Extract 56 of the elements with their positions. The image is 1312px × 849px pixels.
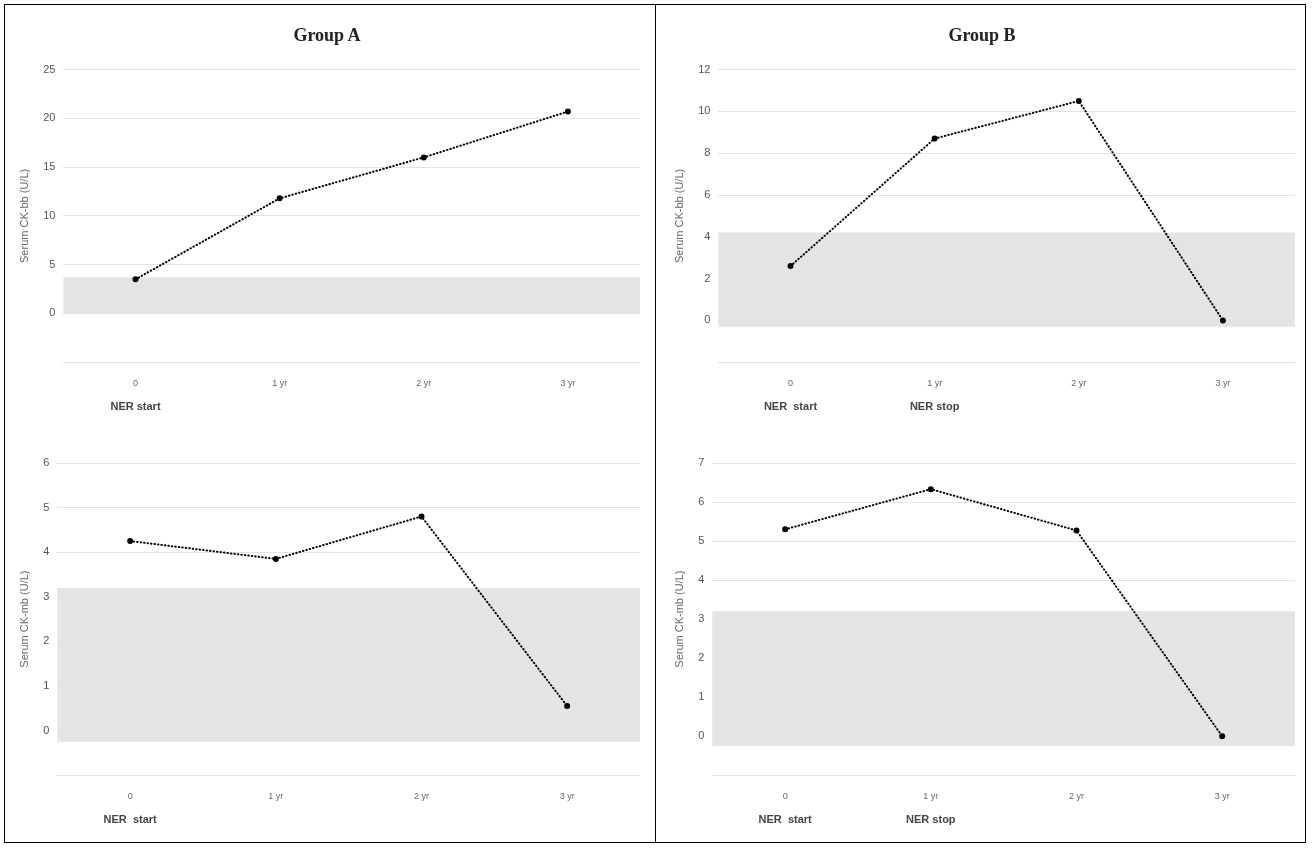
y-tick-label: 8: [704, 146, 711, 159]
text: NER start: [763, 399, 818, 412]
y-tick-label: 6: [698, 495, 705, 508]
y-tick-label: 1: [43, 679, 50, 692]
x-tick-label: 2 yr: [413, 791, 429, 802]
y-tick-label: 4: [704, 229, 711, 242]
y-tick-label: 3: [698, 612, 705, 625]
y-axis-title: Serum CK-bb (U/L): [672, 168, 685, 263]
y-axis-title: Serum CK-bb (U/L): [17, 168, 30, 263]
text: NER start: [110, 399, 161, 412]
text: NER start: [103, 812, 158, 825]
text: NER stop: [909, 399, 960, 412]
y-tick-label: 0: [49, 306, 56, 319]
y-tick-label: 15: [43, 160, 56, 173]
x-tick-label: 0: [133, 378, 139, 389]
y-axis-title: Serum CK-mb (U/L): [17, 570, 30, 668]
x-tick-label: 3 yr: [560, 378, 576, 389]
y-tick-label: 4: [698, 573, 705, 586]
y-tick-label: 20: [43, 111, 56, 124]
x-tick-label: 3 yr: [559, 791, 575, 802]
y-tick-label: 1: [698, 690, 705, 703]
x-tick-label: 0: [127, 791, 133, 802]
y-tick-label: 0: [704, 313, 711, 326]
y-tick-label: 6: [43, 456, 50, 469]
y-tick-label: 12: [698, 62, 711, 75]
x-tick-label: 1 yr: [268, 791, 284, 802]
y-tick-label: 0: [43, 723, 50, 736]
text: NER start: [758, 812, 813, 825]
x-tick-label: 0: [782, 791, 788, 802]
y-tick-label: 2: [704, 271, 711, 284]
y-tick-label: 7: [698, 456, 705, 469]
y-tick-label: 25: [43, 62, 56, 75]
x-tick-label: 1 yr: [927, 378, 943, 389]
y-tick-label: 10: [698, 104, 711, 117]
x-tick-label: 2 yr: [416, 378, 432, 389]
y-tick-label: 0: [698, 729, 705, 742]
y-axis-title: Serum CK-mb (U/L): [672, 570, 685, 668]
y-tick-label: 3: [43, 589, 50, 602]
y-tick-label: 2: [698, 651, 705, 664]
chart-title: Group A: [293, 25, 361, 46]
y-tick-label: 4: [43, 545, 50, 558]
y-tick-label: 2: [43, 634, 50, 647]
y-tick-label: 10: [43, 208, 56, 221]
x-tick-label: 3 yr: [1215, 378, 1231, 389]
x-tick-label: 2 yr: [1068, 791, 1084, 802]
y-tick-label: 5: [49, 257, 56, 270]
x-tick-label: 1 yr: [272, 378, 288, 389]
y-tick-label: 5: [698, 534, 705, 547]
text: NER stop: [906, 812, 956, 825]
y-tick-label: 5: [43, 500, 50, 513]
x-tick-label: 2 yr: [1071, 378, 1087, 389]
x-tick-label: 0: [788, 378, 794, 389]
x-tick-label: 3 yr: [1214, 791, 1230, 802]
chart-title: Group B: [948, 25, 1016, 46]
x-tick-label: 1 yr: [923, 791, 939, 802]
y-tick-label: 6: [704, 188, 711, 201]
